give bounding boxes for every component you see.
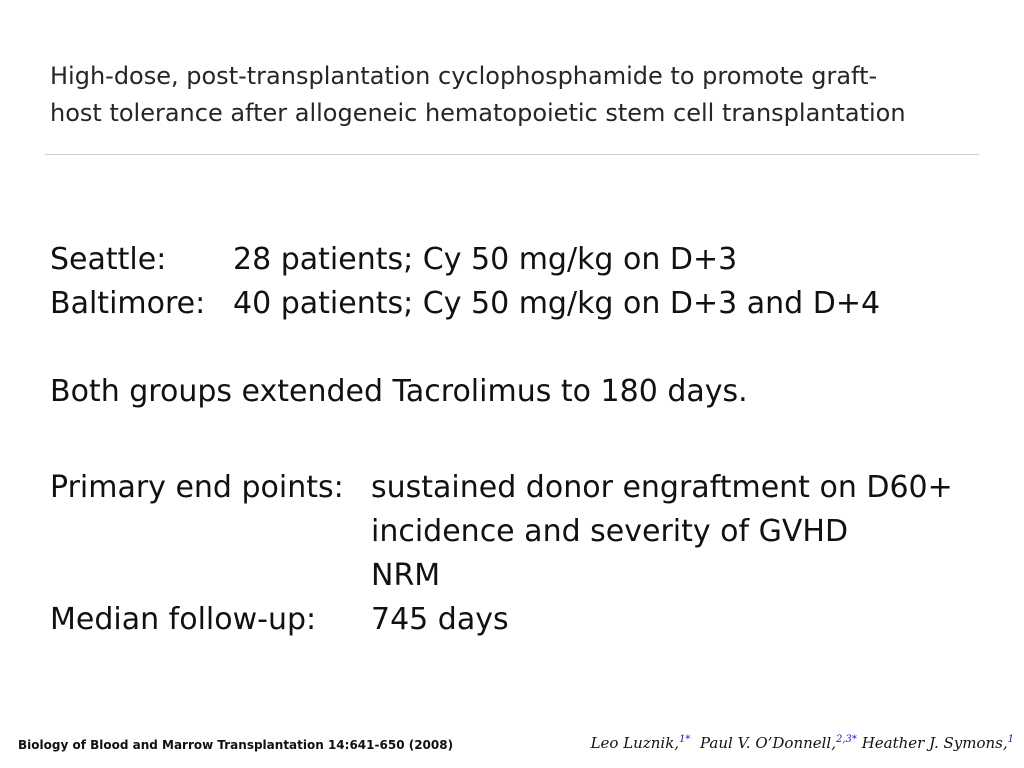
author-affiliation: 2,3* (836, 734, 857, 745)
site-label: Seattle: (50, 242, 167, 277)
site-value: 40 patients; Cy 50 mg/kg on D+3 and D+4 (233, 286, 881, 321)
primary-endpoint-item: sustained donor engraftment on D60+ (371, 470, 953, 505)
title-line-2: host tolerance after allogeneic hematopo… (50, 99, 906, 127)
primary-endpoint-item: NRM (371, 558, 441, 593)
median-followup-row: Median follow-up: 745 days (50, 598, 953, 642)
empty-label (50, 510, 371, 554)
title-line-1: High-dose, post-transplantation cyclopho… (50, 62, 878, 90)
primary-endpoint-row: NRM (50, 554, 953, 598)
author-list: Leo Luznik,1* Paul V. O’Donnell,2,3* Hea… (591, 734, 1014, 752)
author-name: Leo Luznik, (590, 734, 680, 752)
median-followup-value: 745 days (371, 602, 509, 637)
empty-label (50, 554, 371, 598)
author-name: Heather J. Symons, (861, 734, 1008, 752)
slide-title: High-dose, post-transplantation cyclopho… (50, 58, 990, 132)
author-name: Paul V. O’Donnell, (699, 734, 837, 752)
author-affiliation: 1* (679, 734, 691, 745)
median-followup-label: Median follow-up: (50, 602, 317, 637)
primary-endpoint-row: incidence and severity of GVHD (50, 510, 953, 554)
site-row-baltimore: Baltimore: 40 patients; Cy 50 mg/kg on D… (50, 282, 880, 326)
primary-endpoint-item: incidence and severity of GVHD (371, 514, 849, 549)
primary-endpoint-row: Primary end points: sustained donor engr… (50, 466, 953, 510)
site-label: Baltimore: (50, 286, 206, 321)
site-row-seattle: Seattle: 28 patients; Cy 50 mg/kg on D+3 (50, 238, 880, 282)
title-divider (45, 154, 979, 155)
site-list: Seattle: 28 patients; Cy 50 mg/kg on D+3… (50, 238, 880, 326)
site-value: 28 patients; Cy 50 mg/kg on D+3 (233, 242, 738, 277)
journal-citation: Biology of Blood and Marrow Transplantat… (18, 738, 454, 752)
primary-endpoints-label: Primary end points: (50, 470, 344, 505)
tacrolimus-note: Both groups extended Tacrolimus to 180 d… (50, 374, 748, 409)
endpoints-section: Primary end points: sustained donor engr… (50, 466, 953, 642)
author-affiliation: 1 (1007, 734, 1014, 745)
